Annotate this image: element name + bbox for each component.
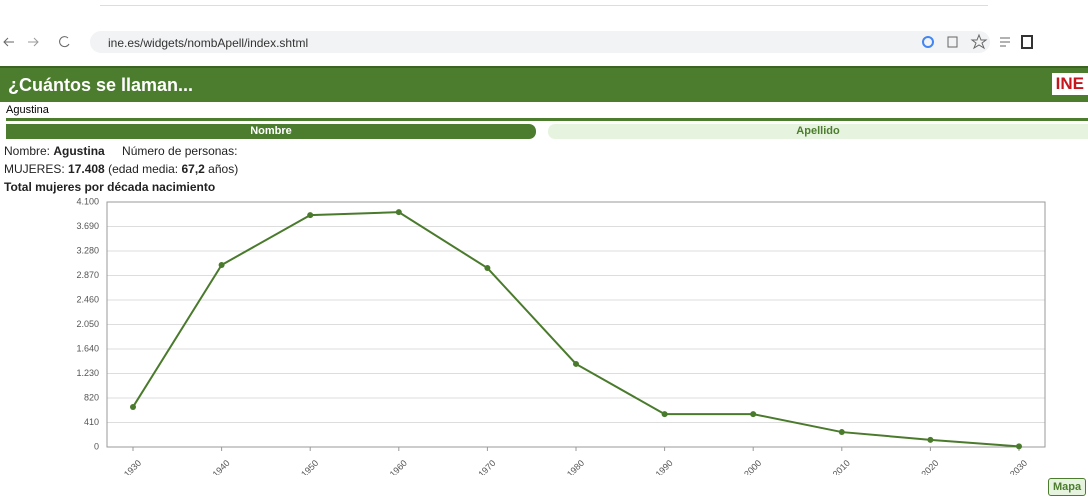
tab[interactable]: Apellido xyxy=(548,124,1088,139)
chart: 0 410 820 1.230 1.640 2.050 2.460 2.870 3.280 3.6… xyxy=(76,196,1046,475)
point xyxy=(573,360,579,367)
label: (edad media: xyxy=(108,162,179,176)
y-tick-label: 2.870 xyxy=(76,270,99,280)
name: Agustina xyxy=(53,144,105,158)
search-input[interactable]: Agustina xyxy=(6,104,1088,121)
y-tick-label: 2.050 xyxy=(76,319,99,329)
y-tick-label: 4.100 xyxy=(76,196,99,206)
back-icon[interactable] xyxy=(3,37,14,47)
point xyxy=(130,403,136,410)
reload-icon[interactable] xyxy=(59,36,70,48)
star-icon[interactable] xyxy=(970,33,988,50)
forward-icon[interactable] xyxy=(28,37,39,47)
sidebar-icon[interactable] xyxy=(1021,35,1033,49)
address-bar[interactable] xyxy=(90,31,990,53)
url[interactable]: ine.es/widgets/nombApell/index.shtml xyxy=(108,36,309,50)
info-line: Nombre: Agustina Número de personas: xyxy=(4,144,237,158)
point xyxy=(218,261,225,268)
toolbar-icons xyxy=(922,33,1033,50)
label: Número de personas: xyxy=(122,144,238,158)
y-tick-label: 410 xyxy=(84,417,99,427)
x-tick-label: 1970 xyxy=(476,458,497,475)
point xyxy=(307,212,314,219)
header-title: ¿Cuántos se llaman... xyxy=(8,75,194,95)
header: ¿Cuántos se llaman... INE xyxy=(0,66,1088,102)
y-tick-label: 3.690 xyxy=(76,221,99,231)
x-tick-label: 2010 xyxy=(831,458,852,475)
list-icon[interactable] xyxy=(1000,37,1010,47)
point xyxy=(1016,443,1022,450)
women-count: 17.408 xyxy=(68,162,105,176)
point xyxy=(484,265,491,272)
point xyxy=(395,209,402,216)
point xyxy=(661,411,668,418)
label: MUJERES: xyxy=(4,162,65,176)
y-tick-label: 1.230 xyxy=(76,368,99,378)
info-line: MUJERES: 17.408 (edad media: 67,2 años) xyxy=(4,162,238,176)
x-tick-label: 1930 xyxy=(122,458,143,475)
line xyxy=(132,211,1020,448)
label: años) xyxy=(208,162,239,176)
x-tick-label: 1960 xyxy=(388,458,409,475)
y-tick-label: 820 xyxy=(84,392,99,402)
x-tick-label: 1950 xyxy=(299,458,320,475)
y-tick-label: 2.460 xyxy=(76,294,99,304)
point xyxy=(750,411,757,418)
nav-icons xyxy=(3,36,70,48)
tab[interactable]: Nombre xyxy=(6,124,536,139)
y-tick-label: 3.280 xyxy=(76,245,99,255)
point xyxy=(927,436,934,443)
tab-strip-line xyxy=(100,5,988,6)
google-icon[interactable] xyxy=(922,36,934,48)
x-tick-label: 2000 xyxy=(742,458,763,475)
logo[interactable]: INE xyxy=(1051,73,1088,95)
point xyxy=(838,429,845,436)
x-tick-label: 1990 xyxy=(654,458,675,475)
share-icon[interactable] xyxy=(947,36,958,48)
x-tick-label: 1980 xyxy=(565,458,586,475)
chart-title: Total mujeres por década nacimiento xyxy=(4,180,216,194)
age: 67,2 xyxy=(181,162,205,176)
x-tick-label: 1940 xyxy=(211,458,232,475)
x-tick-label: 2020 xyxy=(919,458,940,475)
y-tick-label: 1.640 xyxy=(76,343,99,353)
y-tick-label: 0 xyxy=(94,441,99,451)
label: Nombre: xyxy=(4,144,51,158)
x-tick-label: 2030 xyxy=(1008,458,1029,475)
map-button[interactable]: Mapa xyxy=(1048,478,1087,496)
